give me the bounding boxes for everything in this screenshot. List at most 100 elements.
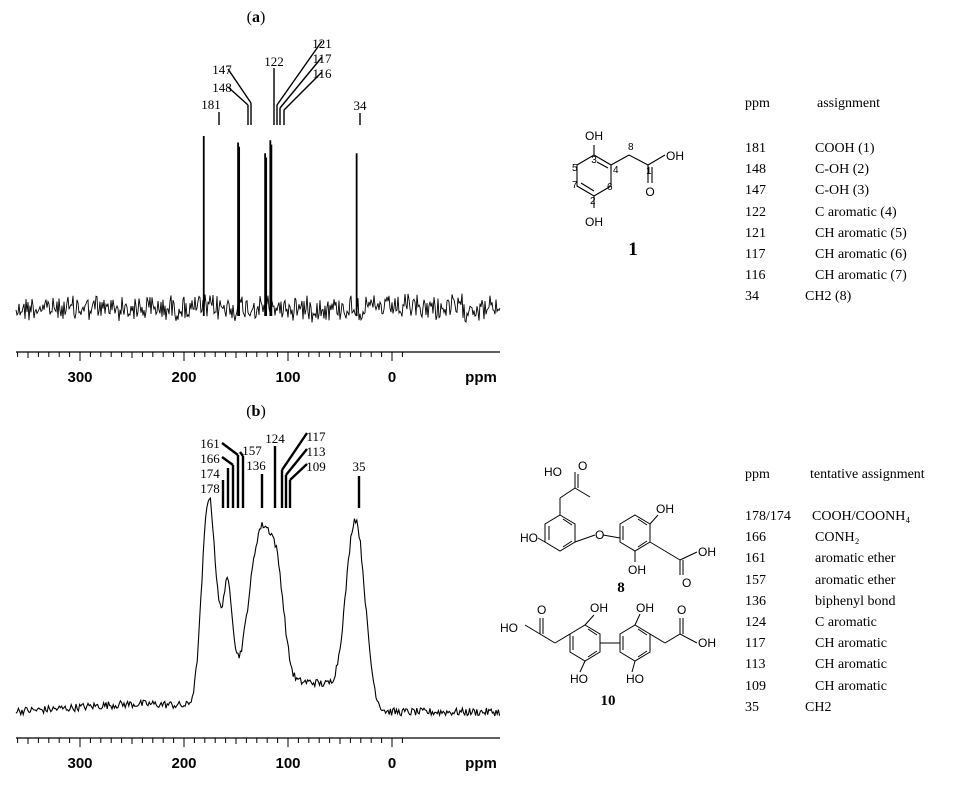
oh-label: OH (628, 563, 646, 577)
peak-label-35: 35 (353, 459, 366, 474)
peak-leader-line (289, 463, 308, 481)
structure-compound-8-text: HO O HO O OH OH O OH 8 (520, 459, 716, 596)
x-tick-label: 300 (67, 755, 92, 772)
table-cell-ppm: 117 (745, 247, 766, 262)
table-cell-assignment: C aromatic (815, 615, 877, 630)
table-cell-assignment: CH2 (805, 699, 832, 715)
peak-label-174: 174 (200, 466, 220, 481)
panel-a-label: (a) (247, 9, 266, 26)
peak-label-109: 109 (306, 459, 326, 474)
compound-number-1: 1 (628, 239, 638, 260)
structure-compound-1 (576, 145, 666, 208)
peak-label-148: 148 (212, 80, 232, 95)
x-tick-label: 0 (388, 755, 396, 772)
table-cell-assignment: CH aromatic (6) (815, 247, 907, 262)
peak-label-157: 157 (242, 443, 262, 458)
panel-a-spectrum (15, 136, 501, 323)
carbon-number: 3 (591, 155, 597, 166)
table-cell-assignment: C-OH (3) (815, 183, 870, 199)
carbon-number: 7 (572, 180, 578, 191)
peak-leader-line (239, 451, 244, 457)
table-cell-ppm: 147 (745, 183, 766, 199)
table-cell-assignment: CH aromatic (7) (815, 268, 907, 284)
table-cell-ppm: 121 (745, 225, 766, 241)
structure-compound-1-text: OH OH OH O 3 5 4 8 1 7 6 2 1 (572, 129, 684, 260)
peak-leader-line (281, 432, 308, 471)
o-label: O (578, 459, 587, 473)
table-cell-assignment: CONH₂ (815, 530, 860, 546)
table-cell-ppm: 116 (745, 268, 766, 284)
oh-label: OH (666, 149, 684, 163)
table-b-header-assignment: tentative assignment (810, 467, 925, 482)
table-cell-ppm: 157 (745, 572, 766, 588)
compound-number-10: 10 (601, 693, 616, 709)
peak-leader-line (221, 442, 239, 456)
carbon-number: 5 (572, 163, 578, 174)
x-tick-label: 200 (171, 755, 196, 772)
peak-leader-line (285, 448, 308, 476)
peak-leader-line (227, 86, 249, 106)
ho-label: HO (626, 672, 644, 686)
ho-label: HO (520, 531, 538, 545)
table-cell-assignment: CH2 (8) (805, 289, 852, 305)
panel-a-x-axis: 300 200 100 0 ppm (16, 351, 500, 386)
carbon-number: 1 (646, 166, 652, 177)
table-cell-ppm: 161 (745, 551, 766, 567)
ho-label: HO (500, 621, 518, 635)
peak-label-117: 117 (306, 429, 326, 444)
peak-label-113: 113 (306, 444, 325, 459)
peak-label-122: 122 (264, 54, 284, 69)
oh-label: OH (585, 129, 603, 143)
peak-leader-line (221, 456, 234, 466)
peak-label-181: 181 (201, 97, 221, 112)
table-cell-assignment: CH aromatic (815, 657, 887, 673)
carbon-number: 6 (607, 182, 613, 193)
table-cell-ppm: 181 (745, 141, 766, 156)
peak-label-136: 136 (246, 458, 266, 473)
x-axis-unit: ppm (465, 755, 497, 772)
o-label: O (537, 603, 546, 617)
table-a-header-assignment: assignment (817, 96, 880, 111)
structure-compound-8 (537, 472, 698, 575)
table-cell-assignment: aromatic ether (815, 572, 896, 588)
carbon-number: 2 (590, 196, 596, 207)
table-cell-assignment: COOH (1) (815, 141, 875, 156)
oh-label: OH (698, 545, 716, 559)
carbon-number: 8 (628, 142, 634, 153)
table-cell-ppm: 113 (745, 657, 766, 673)
panel-b-x-axis: 300 200 100 0 ppm (16, 737, 500, 772)
peak-leader-line (227, 68, 252, 104)
peak-leader-line (279, 56, 323, 109)
ho-label: HO (570, 672, 588, 686)
x-axis-unit: ppm (465, 369, 497, 386)
ether-o-label: O (595, 528, 604, 542)
o-label: O (677, 603, 686, 617)
table-b-header-ppm: ppm (745, 467, 770, 482)
oh-label: OH (585, 215, 603, 229)
o-label: O (682, 576, 691, 590)
peak-leader-line (283, 71, 323, 111)
x-tick-label: 0 (388, 369, 396, 386)
peak-label-34: 34 (354, 98, 368, 113)
oh-label: OH (590, 601, 608, 615)
ho-label: HO (544, 465, 562, 479)
oh-label: OH (636, 601, 654, 615)
table-cell-ppm: 136 (745, 593, 766, 609)
table-cell-assignment: C aromatic (4) (815, 204, 897, 220)
table-cell-assignment: CH aromatic (815, 636, 887, 652)
table-cell-ppm: 35 (745, 699, 759, 715)
compound-number-8: 8 (617, 580, 625, 596)
peak-leader-line (276, 40, 323, 106)
table-cell-ppm: 122 (745, 204, 766, 220)
table-cell-ppm: 148 (745, 162, 766, 178)
table-cell-ppm: 178/174 (745, 509, 791, 524)
table-cell-ppm: 124 (745, 615, 766, 630)
table-cell-assignment: biphenyl bond (815, 593, 896, 609)
oh-label: OH (656, 502, 674, 516)
peak-label-117: 117 (312, 51, 332, 66)
